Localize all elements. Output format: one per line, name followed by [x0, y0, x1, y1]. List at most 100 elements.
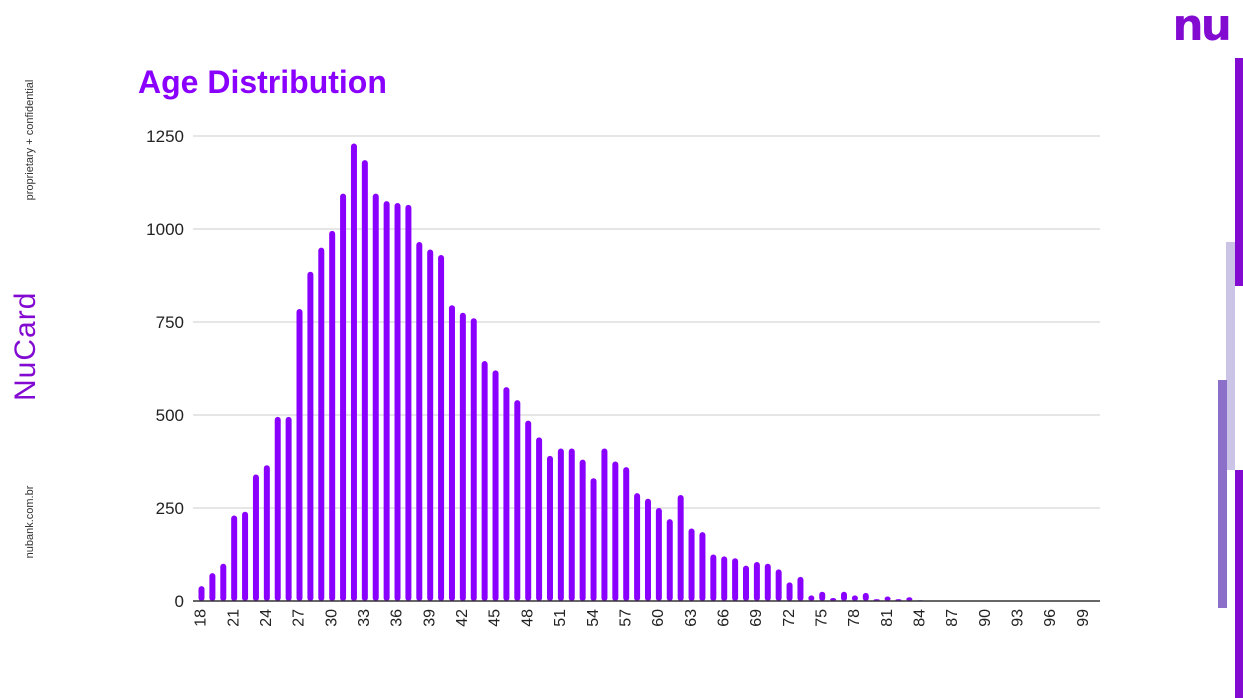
bar-age-63 [688, 528, 695, 601]
x-tick-label: 72 [781, 609, 798, 627]
bar-age-20 [220, 563, 227, 601]
x-tick-label: 21 [225, 609, 242, 627]
bar-age-54 [590, 478, 597, 601]
bar-age-64 [699, 532, 706, 601]
website-link: nubank.com.br [24, 485, 36, 559]
bar-age-21 [231, 515, 238, 601]
x-tick-label: 96 [1042, 609, 1059, 627]
bar-age-58 [634, 493, 641, 601]
nu-logo: nu [1172, 0, 1232, 51]
bar-age-50 [546, 455, 553, 601]
bar-age-77 [841, 591, 848, 601]
bar-age-81 [884, 596, 891, 601]
bar-age-34 [372, 193, 379, 601]
y-tick-label: 1250 [146, 127, 184, 146]
bar-age-42 [459, 312, 466, 601]
y-tick-label: 500 [156, 406, 184, 425]
bar-age-70 [764, 563, 771, 601]
confidential-note: proprietary + confidential [24, 79, 36, 201]
x-tick-label: 78 [846, 609, 863, 627]
bar-age-51 [557, 448, 564, 601]
x-tick-label: 93 [1009, 609, 1026, 627]
bar-age-49 [536, 437, 543, 601]
x-tick-label: 18 [193, 609, 210, 627]
bar-age-35 [383, 201, 390, 601]
age-distribution-chart: 0 250 500 750 1000 1250 18 21 24 27 30 33 36 39 42 45 48… [146, 127, 1100, 627]
bar-age-43 [470, 318, 477, 601]
y-tick-label: 0 [175, 592, 184, 611]
x-tick-label: 90 [977, 609, 994, 627]
bar-age-78 [851, 595, 858, 601]
x-tick-label: 81 [879, 609, 896, 627]
x-tick-label: 27 [291, 609, 308, 627]
edge-accent-light [1226, 242, 1235, 470]
bar-age-53 [579, 459, 586, 601]
edge-accent-top [1235, 58, 1243, 286]
x-tick-label: 54 [585, 609, 602, 627]
bar-age-62 [677, 494, 684, 601]
bar-age-56 [612, 461, 619, 601]
bar-age-79 [862, 592, 869, 601]
bar-age-26 [285, 416, 292, 601]
x-tick-label: 87 [944, 609, 961, 627]
x-tick-label: 57 [617, 609, 634, 627]
bar-age-22 [242, 511, 249, 601]
nucard-brand-logo: NuCard [9, 291, 42, 401]
x-tick-label: 63 [683, 609, 700, 627]
x-tick-label: 51 [552, 609, 569, 627]
bar-age-52 [568, 448, 575, 601]
x-tick-label: 30 [323, 609, 340, 627]
bar-age-41 [448, 305, 455, 601]
bar-age-24 [263, 465, 270, 601]
bar-age-46 [503, 387, 510, 601]
bar-age-59 [644, 498, 651, 601]
bar-age-36 [394, 202, 401, 601]
bar-age-18 [198, 586, 205, 601]
bar-age-68 [743, 565, 749, 601]
bar-age-30 [329, 230, 336, 602]
bar-age-27 [296, 308, 303, 601]
x-tick-label: 24 [258, 609, 275, 627]
bar-age-47 [514, 400, 521, 601]
bar-age-38 [416, 242, 423, 601]
y-tick-label: 750 [156, 313, 184, 332]
bar-age-60 [655, 508, 662, 601]
x-tick-label: 36 [389, 609, 406, 627]
x-tick-label: 45 [487, 609, 504, 627]
bar-age-55 [601, 448, 608, 601]
bar-age-40 [438, 255, 445, 602]
x-tick-label: 84 [911, 609, 928, 627]
bar-age-75 [819, 591, 826, 601]
bar-age-28 [307, 271, 314, 601]
x-tick-label: 39 [421, 609, 438, 627]
bar-age-33 [361, 160, 368, 601]
y-tick-label: 250 [156, 499, 184, 518]
bar-age-66 [721, 556, 728, 601]
edge-accent-mid [1218, 380, 1227, 608]
bar-age-25 [274, 416, 281, 601]
edge-accent-bottom [1235, 470, 1243, 698]
chart-title: Age Distribution [138, 64, 387, 100]
x-tick-label: 33 [356, 609, 373, 627]
bar-age-65 [710, 554, 717, 601]
bar-age-48 [525, 420, 532, 601]
x-tick-label: 42 [454, 609, 471, 627]
x-tick-label: 75 [813, 609, 830, 627]
bar-age-72 [786, 582, 793, 601]
bar-age-44 [481, 361, 488, 601]
bar-age-32 [350, 143, 357, 601]
bar-age-45 [492, 370, 499, 601]
bar-age-67 [732, 558, 739, 601]
x-tick-label: 66 [715, 609, 732, 627]
bar-age-83 [906, 597, 913, 601]
bar-age-73 [797, 576, 804, 601]
bar-age-69 [753, 561, 760, 601]
bar-age-74 [808, 595, 815, 601]
bar-age-19 [209, 573, 216, 601]
x-tick-label: 60 [650, 609, 667, 627]
x-tick-label: 48 [519, 609, 536, 627]
bar-age-71 [775, 569, 782, 601]
bar-age-57 [623, 467, 630, 601]
x-tick-label: 69 [748, 609, 765, 627]
bar-age-37 [405, 204, 412, 601]
